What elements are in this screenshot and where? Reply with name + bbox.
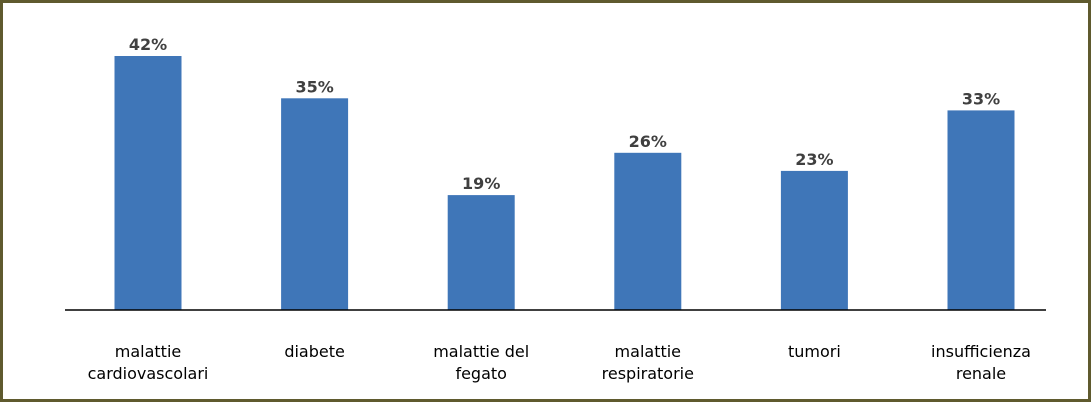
- bar-chart: 42% 35% 19% 26% 23% 33% malattie cardiovascola…: [65, 35, 1046, 383]
- category-label: malattie: [615, 342, 681, 361]
- value-labels-group: 42% 35% 19% 26% 23% 33%: [129, 35, 1000, 193]
- category-label: fegato: [455, 364, 507, 383]
- bar: [947, 110, 1015, 311]
- category-label: cardiovascolari: [88, 364, 209, 383]
- bar-value-label: 42%: [129, 35, 167, 54]
- bar-value-label: 33%: [962, 89, 1000, 108]
- bar: [447, 195, 515, 310]
- bar: [614, 152, 682, 310]
- bar-value-label: 35%: [295, 77, 333, 96]
- category-label: malattie: [115, 342, 181, 361]
- category-label: tumori: [788, 342, 841, 361]
- category-label: respiratorie: [602, 364, 694, 383]
- category-label: insufficienza: [931, 342, 1031, 361]
- bar-value-label: 19%: [462, 174, 500, 193]
- bar: [780, 170, 848, 310]
- bars-group: [114, 56, 1015, 311]
- bar: [281, 98, 349, 310]
- bar-value-label: 23%: [795, 150, 833, 169]
- category-labels-group: malattie cardiovascolari diabete malattie d…: [88, 342, 1031, 383]
- bar-value-label: 26%: [629, 132, 667, 151]
- category-label: diabete: [284, 342, 345, 361]
- category-label: malattie del: [433, 342, 529, 361]
- category-label: renale: [956, 364, 1006, 383]
- bar: [114, 56, 182, 310]
